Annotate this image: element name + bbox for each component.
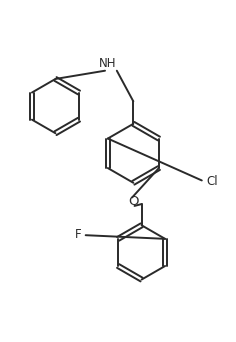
Text: O: O [128,195,139,208]
Text: NH: NH [99,56,116,69]
Text: Cl: Cl [206,175,218,188]
Text: F: F [75,228,81,241]
